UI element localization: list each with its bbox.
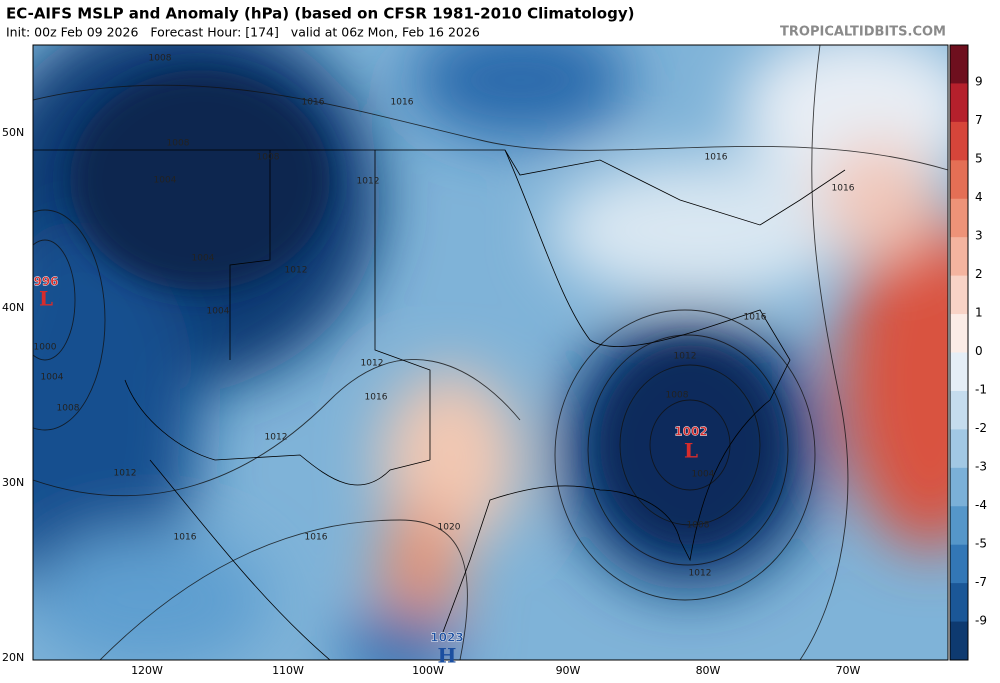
- isobar-label: 1008: [257, 153, 280, 163]
- isobar-label: 1012: [674, 352, 697, 362]
- center-value: 1002: [674, 425, 707, 439]
- colorbar-band: [950, 198, 968, 238]
- isobar-label: 1004: [154, 176, 177, 186]
- center-symbol: L: [39, 287, 53, 311]
- center-value: 1023: [430, 631, 463, 645]
- isobar-label: 1016: [174, 533, 197, 543]
- isobar-label: 1016: [744, 313, 767, 323]
- colorbar-tick-label: 2: [975, 267, 983, 281]
- colorbar-band: [950, 506, 968, 546]
- isobar-label: 1016: [391, 98, 414, 108]
- colorbar-tick-label: 9: [975, 75, 983, 89]
- isobar-label: 1008: [57, 404, 80, 414]
- colorbar-tick-label: 5: [975, 152, 983, 166]
- lon-label: 90W: [556, 664, 581, 677]
- map-frame: [32, 44, 949, 661]
- isobar-label: 1016: [302, 98, 325, 108]
- colorbar-tick-label: 0: [975, 344, 983, 358]
- center-symbol: H: [438, 644, 457, 668]
- colorbar-band: [950, 429, 968, 469]
- colorbar-tick-label: -7: [975, 575, 987, 589]
- colorbar-tick-label: 1: [975, 306, 983, 320]
- colorbar-tick-label: -2: [975, 421, 987, 435]
- isobar-label: 1012: [357, 177, 380, 187]
- lat-label: 50N: [2, 126, 24, 139]
- lon-label: 100W: [412, 664, 444, 677]
- lat-label: 30N: [2, 476, 24, 489]
- isobar-label: 1012: [265, 433, 288, 443]
- colorbar-band: [950, 45, 968, 84]
- isobar-label: 1016: [832, 184, 855, 194]
- colorbar-tick-label: 4: [975, 190, 983, 204]
- colorbar-band: [950, 621, 968, 661]
- lon-label: 120W: [131, 664, 163, 677]
- isobar-label: 1012: [114, 469, 137, 479]
- isobar-label: 1012: [689, 569, 712, 579]
- lat-label: 20N: [2, 651, 24, 664]
- isobar-label: 1016: [705, 153, 728, 163]
- title: EC-AIFS MSLP and Anomaly (hPa) (based on…: [6, 5, 634, 23]
- colorbar-band: [950, 237, 968, 277]
- site-name: TROPICALTIDBITS.COM: [780, 25, 946, 40]
- center-value: 996: [33, 275, 58, 289]
- isobar-label: 1012: [285, 266, 308, 276]
- colorbar-band: [950, 275, 968, 315]
- isobar-label: 1004: [207, 307, 230, 317]
- isobar-label: 1008: [666, 391, 689, 401]
- colorbar-band: [950, 83, 968, 123]
- isobar-label: 1008: [687, 521, 710, 531]
- map-field: [33, 45, 948, 660]
- lon-label: 70W: [836, 664, 861, 677]
- colorbar-band: [950, 352, 968, 392]
- isobar-label: 1000: [34, 343, 57, 353]
- colorbar: 9 7 5 4 3 2 1 0 -1 -2 -3 -4 -5 -7 -9: [949, 44, 987, 661]
- colorbar-band: [950, 314, 968, 353]
- isobar-label: 1020: [438, 523, 461, 533]
- isobar-label: 1004: [692, 470, 715, 480]
- colorbar-tick-label: -5: [975, 537, 987, 551]
- isobar-label: 1016: [365, 393, 388, 403]
- subtitle: Init: 00z Feb 09 2026 Forecast Hour: [17…: [6, 25, 480, 40]
- colorbar-tick-label: -1: [975, 383, 987, 397]
- colorbar-band: [950, 544, 968, 584]
- isobar-label: 1008: [167, 139, 190, 149]
- colorbar-tick-label: -3: [975, 460, 987, 474]
- isobar-label: 1016: [305, 533, 328, 543]
- center-symbol: L: [684, 439, 698, 463]
- isobar-label: 1008: [149, 54, 172, 64]
- colorbar-band: [950, 390, 968, 430]
- lat-label: 40N: [2, 301, 24, 314]
- isobar-label: 1004: [192, 254, 215, 264]
- lon-label: 110W: [272, 664, 304, 677]
- colorbar-frame: [949, 44, 969, 661]
- lon-label: 80W: [696, 664, 721, 677]
- isobar-label: 1012: [361, 359, 384, 369]
- colorbar-tick-label: 7: [975, 113, 983, 127]
- isobar-label: 1004: [41, 373, 64, 383]
- colorbar-band: [950, 160, 968, 200]
- colorbar-tick-label: -9: [975, 614, 987, 628]
- colorbar-band: [950, 121, 968, 161]
- colorbar-band: [950, 583, 968, 623]
- colorbar-tick-label: -4: [975, 498, 987, 512]
- colorbar-band: [950, 467, 968, 507]
- colorbar-tick-label: 3: [975, 229, 983, 243]
